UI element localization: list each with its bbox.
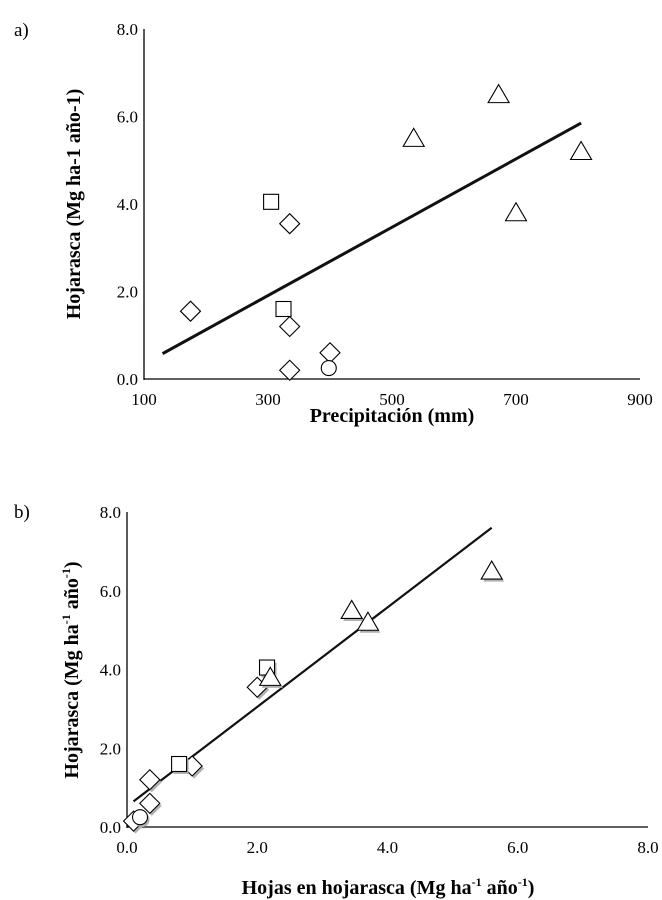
panel-a-square-point	[275, 300, 292, 318]
panel-a-triangle-point	[569, 140, 593, 161]
panel-a-triangle-point	[487, 83, 511, 104]
panel-b-y-tick-labels: 0.0 2.0 4.0 6.0 8.0	[100, 503, 121, 837]
panel-b-triangle-point	[258, 666, 283, 688]
panel-b-square-point	[171, 755, 189, 774]
panel-b-y-tick-label: 8.0	[100, 503, 121, 522]
panel-b-x-tick-label: 0.0	[116, 838, 137, 857]
panel-b-circle-point	[131, 809, 150, 828]
panel-a-x-axis-label: Precipitación (mm)	[310, 405, 475, 427]
panel-a-y-tick-label: 4.0	[117, 195, 138, 214]
panel-a-x-tick-labels: 100 300 500 700 900	[131, 390, 653, 409]
panel-a-diamond-point	[278, 359, 301, 382]
panel-b-y-axis-label: Hojarasca (Mg ha-1 año-1)	[59, 561, 83, 778]
panel-a-points	[179, 83, 593, 382]
panel-b-y-tick-label: 4.0	[100, 661, 121, 680]
panel-a-y-axis-label: Hojarasca (Mg ha-1 año-1)	[63, 89, 85, 320]
panel-b-triangle-point	[340, 599, 365, 621]
panel-a-x-tick-label: 100	[131, 390, 157, 409]
panel-a-y-tick-label: 6.0	[117, 108, 138, 127]
panel-a-triangle-point	[402, 127, 426, 147]
panel-b-x-tick-label: 6.0	[507, 838, 528, 857]
panel-b-label: b)	[14, 502, 30, 523]
panel-a-diamond-point	[278, 212, 301, 235]
panel-b-triangle-point	[480, 559, 505, 582]
panel-a-circle-point	[320, 360, 337, 377]
panel-a-diamond-point	[278, 315, 301, 338]
panel-b-triangle-point	[356, 611, 381, 633]
panel-a-y-tick-label: 0.0	[117, 370, 138, 389]
panel-a-square-point	[263, 193, 280, 210]
panel-b-x-tick-labels: 0.0 2.0 4.0 6.0 8.0	[116, 838, 658, 857]
panel-b-chart: b) 0.0 2.0 4.0 6.0 8.0 0.0 2.0 4.0 6.0 8.0 Hojas…	[14, 502, 659, 899]
panel-b-diamond-point	[139, 792, 162, 816]
panel-b-points	[122, 559, 505, 834]
panel-a-label: a)	[14, 20, 29, 41]
panel-b-y-tick-label: 0.0	[100, 818, 121, 837]
panel-a-x-tick-label: 900	[627, 390, 653, 409]
panel-a-y-tick-label: 2.0	[117, 283, 138, 302]
panel-b-x-tick-label: 2.0	[247, 838, 268, 857]
panel-a-x-tick-label: 300	[255, 390, 281, 409]
panel-a-y-tick-label: 8.0	[117, 20, 138, 39]
panel-a-y-tick-labels: 0.0 2.0 4.0 6.0 8.0	[117, 20, 138, 389]
panel-a-x-tick-label: 700	[503, 390, 529, 409]
panel-a-chart: a) 0.0 2.0 4.0 6.0 8.0 100 300 500 700 900 Preci…	[14, 20, 653, 427]
panel-b-y-tick-label: 6.0	[100, 582, 121, 601]
panel-b-trendline	[132, 526, 493, 803]
panel-b-diamond-point	[139, 768, 162, 793]
panel-b-y-tick-label: 2.0	[100, 739, 121, 758]
panel-a-trendline	[161, 121, 582, 355]
panel-b-x-tick-label: 4.0	[377, 838, 398, 857]
panel-a-x-tick-label: 500	[379, 390, 405, 409]
panel-a-diamond-point	[179, 300, 202, 322]
panel-b-x-axis-label: Hojas en hojarasca (Mg ha-1 año-1)	[242, 875, 535, 899]
panel-a-diamond-point	[319, 341, 341, 364]
panel-b-x-tick-label: 8.0	[637, 838, 658, 857]
panel-a-triangle-point	[504, 201, 528, 222]
